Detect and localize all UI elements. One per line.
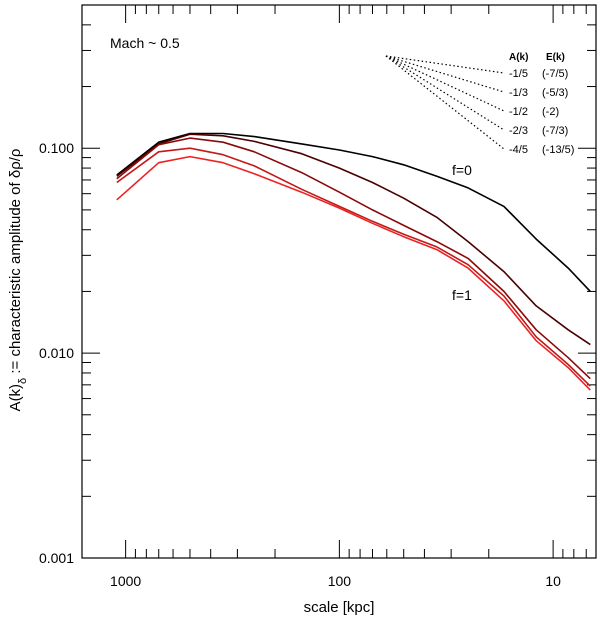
x-tick-label: 10 <box>545 573 561 589</box>
legend-e-value: (-7/5) <box>542 68 568 80</box>
y-tick-label: 0.100 <box>39 140 74 156</box>
legend-a-value: -1/2 <box>509 106 528 118</box>
y-axis-label-main: A(k) <box>7 384 24 412</box>
series-line <box>116 132 591 292</box>
legend-dotted-line <box>385 55 505 150</box>
y-axis-label-sub: δ <box>17 378 29 384</box>
tick-labels: 1000 100 10 0.001 0.010 0.100 <box>39 140 561 589</box>
axis-ticks <box>82 4 596 559</box>
series-line <box>116 147 591 387</box>
legend-e-value: (-13/5) <box>542 144 574 156</box>
x-axis-label: scale [kpc] <box>304 599 375 616</box>
legend-entries: -1/5 (-7/5) -1/3 (-5/3) -1/2 (-2) -2/3 (-7/3) -4… <box>509 68 574 156</box>
legend-dotted-line <box>385 55 505 74</box>
legend-e-value: (-5/3) <box>542 87 568 99</box>
legend-dotted-line <box>385 55 505 112</box>
legend-dotted-line <box>385 55 505 131</box>
legend-header-a: A(k) <box>509 52 528 63</box>
x-tick-label: 1000 <box>110 573 141 589</box>
legend-e-value: (-2) <box>542 106 559 118</box>
legend-a-value: -4/5 <box>509 144 528 156</box>
y-tick-label: 0.001 <box>39 550 74 566</box>
series-line <box>116 155 591 391</box>
f1-label: f=1 <box>452 287 472 303</box>
series-line <box>116 133 591 346</box>
legend-a-value: -1/3 <box>509 87 528 99</box>
legend-dotted-line <box>385 55 505 93</box>
mach-annotation: Mach ~ 0.5 <box>110 35 180 51</box>
legend-e-value: (-7/3) <box>542 125 568 137</box>
legend-a-value: -2/3 <box>509 125 528 137</box>
legend-a-value: -1/5 <box>509 68 528 80</box>
y-axis-label: A(k)δ := characteristic amplitude of δρ/… <box>7 149 29 412</box>
series-lines <box>116 132 591 391</box>
series-line <box>116 137 591 380</box>
f0-label: f=0 <box>452 162 472 178</box>
legend-header-e: E(k) <box>546 52 565 63</box>
y-tick-label: 0.010 <box>39 345 74 361</box>
x-tick-label: 100 <box>328 573 352 589</box>
y-axis-label-rest: := characteristic amplitude of δρ/ρ <box>7 149 24 378</box>
legend-dotted-lines <box>385 55 505 150</box>
